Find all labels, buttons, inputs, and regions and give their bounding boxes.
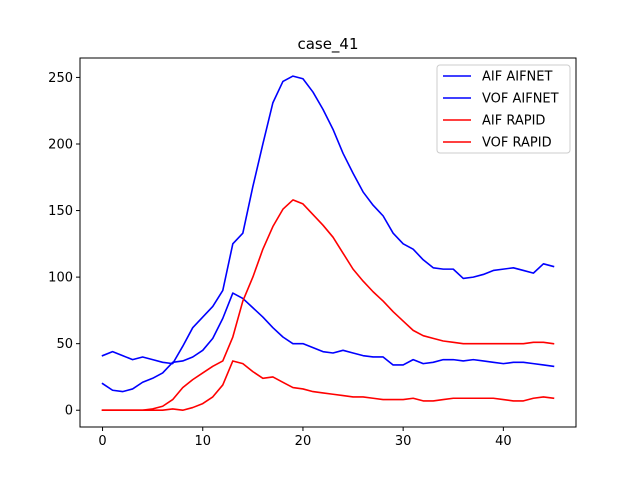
legend-label: VOF AIFNET xyxy=(482,92,559,107)
x-tick-label: 0 xyxy=(98,434,106,449)
y-tick-label: 50 xyxy=(56,337,73,352)
y-tick-label: 150 xyxy=(48,204,73,219)
legend: AIF AIFNET VOF AIFNET AIF RAPID VOF RAPID xyxy=(436,64,571,154)
plot-frame xyxy=(79,57,577,428)
x-tick-label: 40 xyxy=(495,434,512,449)
x-tick-label: 20 xyxy=(295,434,312,449)
x-tick-label: 30 xyxy=(395,434,412,449)
y-tick-label: 100 xyxy=(48,271,73,286)
series-line-vof-rapid xyxy=(101,360,555,412)
legend-label: VOF RAPID xyxy=(482,136,552,151)
series-line-vof-aifnet xyxy=(101,292,555,393)
y-tick-label: 200 xyxy=(48,137,73,152)
x-tick-label: 10 xyxy=(194,434,211,449)
chart-title: case_41 xyxy=(297,35,358,54)
y-tick-label: 0 xyxy=(65,404,73,419)
series-layer xyxy=(101,75,555,412)
series-line-aif-rapid xyxy=(101,199,555,412)
series-line-aif-aifnet xyxy=(101,75,555,365)
legend-box xyxy=(436,64,571,154)
y-tick-label: 250 xyxy=(48,71,73,86)
legend-label: AIF AIFNET xyxy=(482,70,552,85)
legend-label: AIF RAPID xyxy=(482,114,545,129)
x-axis: 0 10 20 30 40 xyxy=(98,427,512,449)
y-axis: 0 50 100 150 200 250 xyxy=(48,71,80,419)
